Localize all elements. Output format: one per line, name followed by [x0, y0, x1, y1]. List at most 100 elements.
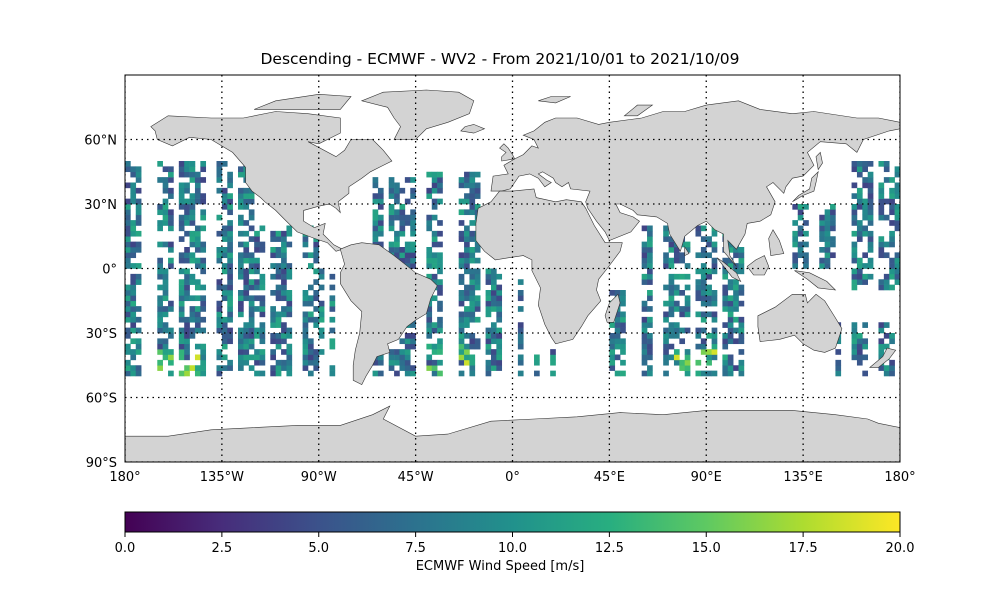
wind-cell — [394, 241, 400, 248]
wind-cell — [517, 295, 524, 302]
wind-cell — [878, 284, 885, 291]
wind-cell — [458, 311, 465, 318]
wind-cell — [200, 365, 207, 371]
wind-cell — [410, 257, 416, 264]
wind-cell — [318, 327, 325, 334]
wind-cell — [856, 166, 863, 173]
wind-cell — [894, 171, 900, 178]
wind-cell — [867, 182, 874, 189]
wind-cell — [797, 252, 804, 259]
wind-cell — [238, 354, 244, 361]
wind-cell — [307, 343, 314, 350]
wind-cell — [803, 220, 809, 226]
wind-cell — [221, 198, 228, 205]
wind-cell — [275, 316, 282, 323]
wind-cell — [668, 247, 675, 253]
wind-cell — [216, 306, 223, 312]
wind-cell — [394, 349, 400, 355]
wind-cell — [394, 370, 400, 377]
wind-cell — [410, 230, 416, 237]
wind-cell — [851, 284, 858, 291]
wind-cell — [216, 171, 223, 178]
wind-cell — [485, 273, 492, 280]
wind-cell — [162, 166, 169, 173]
wind-cell — [706, 236, 712, 242]
wind-cell — [307, 311, 314, 318]
wind-cell — [329, 306, 336, 312]
wind-cell — [275, 263, 282, 269]
wind-cell — [851, 273, 858, 280]
land-indonesia — [716, 257, 742, 283]
wind-cell — [200, 354, 207, 361]
lat-tick-label: 0° — [102, 263, 117, 278]
wind-cell — [673, 273, 680, 280]
wind-cell — [410, 220, 416, 226]
wind-cell — [856, 343, 863, 350]
wind-cell — [464, 295, 470, 302]
wind-cell — [738, 247, 745, 253]
wind-cell — [410, 322, 416, 328]
wind-cell — [399, 349, 406, 355]
wind-cell — [270, 338, 276, 345]
wind-cell — [684, 311, 691, 318]
wind-cell — [889, 193, 895, 199]
wind-cell — [856, 225, 863, 232]
wind-cell — [711, 316, 718, 323]
wind-cell — [620, 311, 626, 318]
wind-cell — [135, 343, 142, 350]
wind-cell — [162, 187, 169, 194]
wind-cell — [711, 370, 718, 377]
wind-cell — [894, 263, 900, 269]
wind-cell — [130, 279, 137, 285]
wind-cell — [647, 349, 653, 355]
wind-cell — [194, 230, 201, 237]
wind-cell — [889, 263, 895, 269]
wind-cell — [404, 370, 411, 377]
wind-cell — [388, 225, 395, 232]
wind-cell — [221, 252, 228, 259]
wind-cell — [700, 225, 707, 232]
wind-cell — [216, 322, 223, 328]
wind-cell — [313, 365, 320, 371]
wind-cell — [700, 279, 707, 285]
wind-cell — [275, 252, 282, 259]
wind-cell — [394, 252, 400, 259]
wind-cell — [157, 338, 163, 345]
wind-cell — [469, 182, 476, 189]
wind-cell — [889, 198, 895, 205]
wind-cell — [437, 241, 443, 248]
wind-cell — [835, 349, 842, 355]
wind-cell — [889, 284, 895, 291]
wind-cell — [862, 182, 869, 189]
wind-cell — [302, 338, 309, 345]
wind-cell — [458, 322, 465, 328]
wind-cell — [135, 349, 142, 355]
wind-cell — [517, 279, 524, 285]
wind-cell — [227, 316, 233, 323]
wind-cell — [803, 204, 809, 210]
wind-cell — [426, 187, 433, 194]
lon-tick-label: 45°W — [398, 470, 434, 485]
wind-cell — [259, 327, 266, 334]
wind-cell — [700, 290, 707, 296]
wind-cell — [883, 333, 890, 339]
wind-cell — [797, 209, 804, 216]
wind-cell — [878, 252, 885, 259]
wind-cell — [194, 247, 201, 253]
wind-cell — [647, 236, 653, 242]
wind-cell — [130, 306, 137, 312]
wind-cell — [130, 370, 137, 377]
wind-cell — [722, 300, 729, 307]
wind-cell — [194, 327, 201, 334]
wind-cell — [464, 193, 470, 199]
wind-cell — [259, 273, 266, 280]
wind-cell — [125, 225, 131, 232]
wind-cell — [254, 333, 260, 339]
wind-cell — [286, 263, 293, 269]
wind-cell — [410, 247, 416, 253]
wind-cell — [458, 300, 465, 307]
wind-cell — [469, 171, 476, 178]
wind-cell — [157, 343, 163, 350]
wind-cell — [377, 204, 384, 210]
wind-cell — [469, 230, 476, 237]
